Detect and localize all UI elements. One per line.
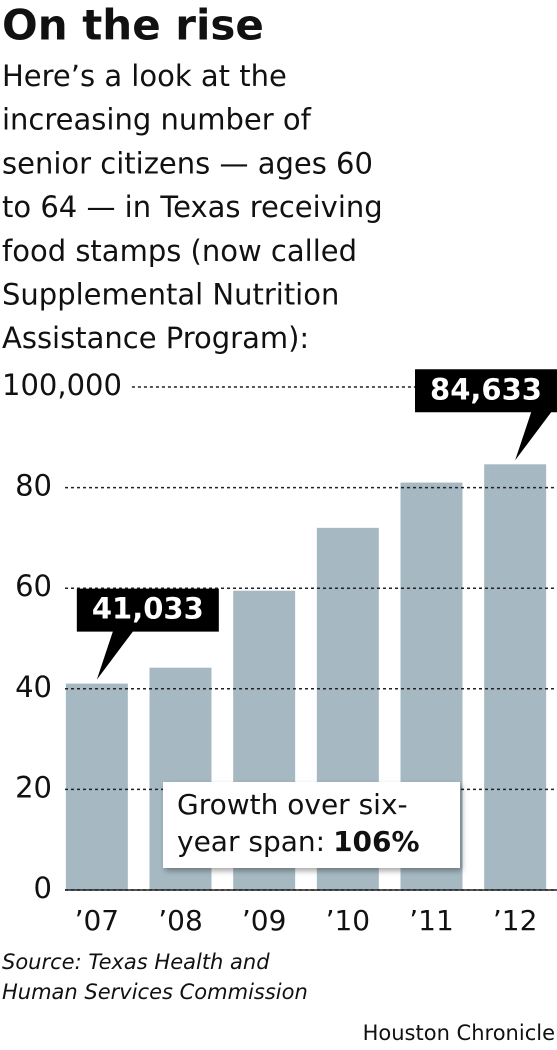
y-tick-label: 80 xyxy=(15,469,52,503)
annotation-text: Growth over six- xyxy=(177,788,408,821)
callout: 41,033 xyxy=(76,588,219,680)
chart-title: On the rise xyxy=(2,1,264,50)
subtitle: Assistance Program): xyxy=(2,321,309,355)
x-tick-label: ’09 xyxy=(242,904,287,937)
bar xyxy=(484,464,547,890)
subtitle: to 64 — in Texas receiving xyxy=(2,190,383,224)
source: Human Services Commission xyxy=(2,980,308,1004)
y-tick-label: 40 xyxy=(15,670,52,704)
y-tick-label: 20 xyxy=(15,770,52,804)
y-tick-label: 0 xyxy=(34,871,52,905)
value-label: 41,033 xyxy=(92,592,204,626)
annotation-text: year span: xyxy=(177,825,325,858)
bar xyxy=(65,683,128,890)
subtitle: senior citizens — ages 60 xyxy=(2,146,373,180)
subtitle: increasing number of xyxy=(2,103,312,137)
x-tick-label: ’10 xyxy=(326,904,371,937)
callout-box xyxy=(76,588,219,680)
annotation-highlight: 106% xyxy=(333,825,420,858)
credit: Houston Chronicle xyxy=(363,1021,555,1045)
x-tick-label: ’08 xyxy=(158,904,203,937)
callout-box xyxy=(415,369,557,461)
y-tick-label: 60 xyxy=(15,569,52,603)
source: Source: Texas Health and xyxy=(2,950,270,974)
annotation-box xyxy=(163,782,460,868)
subtitle: Here’s a look at the xyxy=(2,59,287,93)
subtitle: food stamps (now called xyxy=(2,234,357,268)
callout: 84,633 xyxy=(415,369,557,461)
subtitle: Supplemental Nutrition xyxy=(2,278,339,312)
x-tick-label: ’12 xyxy=(493,904,538,937)
y-tick-label: 100,000 xyxy=(2,368,122,402)
annotation: Growth over six-year span: 106% xyxy=(163,782,460,868)
value-label: 84,633 xyxy=(430,372,542,406)
x-tick-label: ’07 xyxy=(75,904,120,937)
x-tick-label: ’11 xyxy=(409,904,454,937)
